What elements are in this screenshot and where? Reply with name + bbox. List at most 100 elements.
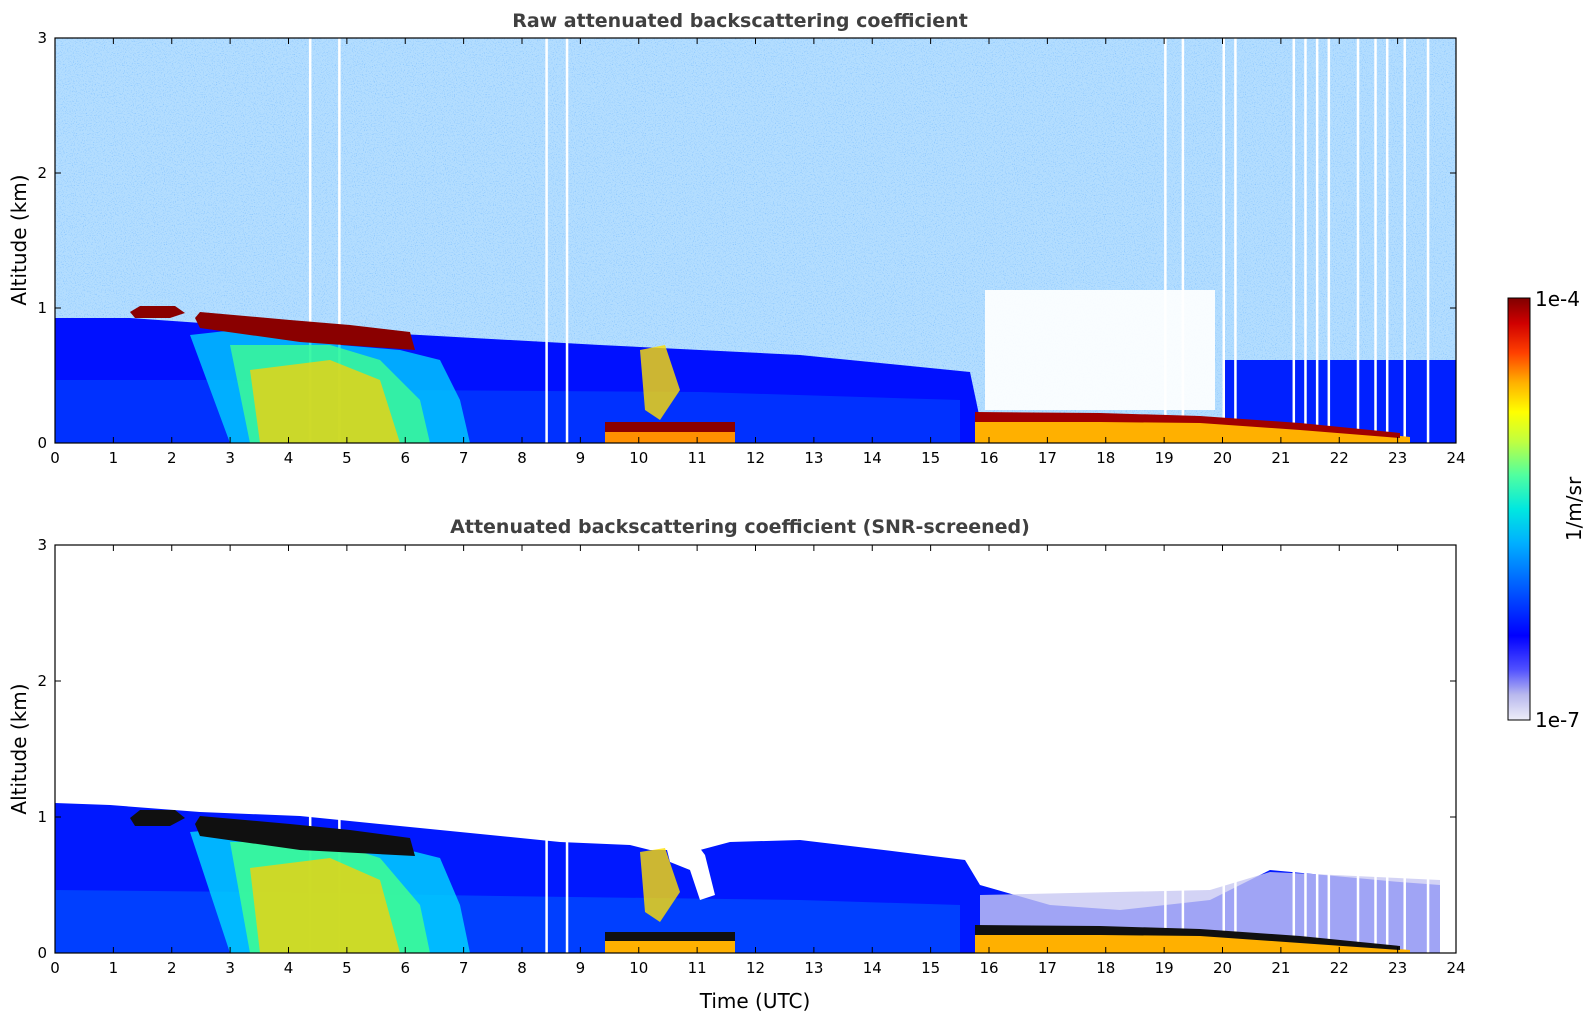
data-gap-stripe bbox=[1315, 38, 1319, 443]
x-axis-label: Time (UTC) bbox=[699, 989, 811, 1013]
x-tick-label: 19 bbox=[1155, 449, 1174, 467]
data-gap-stripe bbox=[1374, 38, 1377, 443]
y-axis-ticks-screened: 0 1 2 3 bbox=[37, 536, 1456, 962]
y-tick-label: 0 bbox=[37, 944, 47, 962]
data-gap-stripe bbox=[308, 545, 312, 953]
x-tick-label: 14 bbox=[863, 959, 882, 977]
x-tick-label: 21 bbox=[1271, 959, 1290, 977]
x-axis-ticks-screened: 0 1 2 3 4 5 6 7 8 9 10 11 12 13 14 15 16 17 18 19 20 21 22 23 24 bbox=[50, 545, 1466, 977]
x-tick-label: 2 bbox=[167, 959, 177, 977]
y-tick-label: 1 bbox=[37, 808, 47, 826]
colorbar-unit-label: 1/m/sr bbox=[1562, 476, 1586, 541]
x-tick-label: 15 bbox=[921, 959, 940, 977]
data-gap-stripe bbox=[1234, 38, 1237, 443]
data-gap-stripe bbox=[1181, 545, 1185, 953]
x-tick-label: 23 bbox=[1388, 449, 1407, 467]
x-tick-label: 0 bbox=[50, 449, 60, 467]
x-tick-label: 4 bbox=[284, 959, 294, 977]
x-tick-label: 22 bbox=[1330, 959, 1349, 977]
x-tick-label: 16 bbox=[979, 449, 998, 467]
data-gap-stripe bbox=[1292, 38, 1296, 443]
x-tick-label: 18 bbox=[1096, 449, 1115, 467]
data-gap-stripe bbox=[338, 38, 341, 443]
data-gap-stripe bbox=[1181, 38, 1185, 443]
x-tick-label: 22 bbox=[1330, 449, 1349, 467]
x-tick-label: 10 bbox=[629, 449, 648, 467]
x-tick-label: 13 bbox=[804, 959, 823, 977]
data-gap-stripe bbox=[1426, 545, 1430, 953]
x-tick-label: 24 bbox=[1446, 449, 1465, 467]
x-tick-label: 17 bbox=[1038, 959, 1057, 977]
data-gap-stripe bbox=[308, 38, 312, 443]
data-gap-stripe bbox=[1292, 545, 1296, 953]
x-tick-label: 13 bbox=[804, 449, 823, 467]
x-tick-label: 21 bbox=[1271, 449, 1290, 467]
y-tick-label: 3 bbox=[37, 29, 47, 47]
y-tick-label: 3 bbox=[37, 536, 47, 554]
x-tick-label: 0 bbox=[50, 959, 60, 977]
x-tick-label: 6 bbox=[400, 959, 410, 977]
data-gap-stripe bbox=[1222, 545, 1225, 953]
panel-title-screened: Attenuated backscattering coefficient (S… bbox=[450, 516, 1030, 538]
data-gap-stripe bbox=[565, 545, 569, 953]
y-tick-label: 0 bbox=[37, 434, 47, 452]
x-tick-label: 3 bbox=[225, 449, 235, 467]
data-gap-stripe bbox=[1304, 38, 1307, 443]
y-axis-label-raw: Altitude (km) bbox=[7, 174, 31, 305]
data-gap-stripe bbox=[1234, 545, 1237, 953]
data-gap-stripe bbox=[1164, 545, 1167, 953]
data-gap-stripe bbox=[1403, 38, 1406, 443]
x-tick-label: 8 bbox=[517, 959, 527, 977]
y-tick-label: 2 bbox=[37, 672, 47, 690]
colorbar: 1e-4 1e-7 1/m/sr bbox=[1507, 287, 1586, 732]
x-tick-label: 20 bbox=[1213, 959, 1232, 977]
x-tick-label: 9 bbox=[576, 959, 586, 977]
data-gap-stripe bbox=[1315, 545, 1319, 953]
x-tick-label: 12 bbox=[746, 959, 765, 977]
x-tick-label: 6 bbox=[400, 449, 410, 467]
x-tick-label: 9 bbox=[576, 449, 586, 467]
x-tick-label: 16 bbox=[979, 959, 998, 977]
panel-screened: Attenuated backscattering coefficient (S… bbox=[7, 516, 1466, 1013]
x-tick-label: 23 bbox=[1388, 959, 1407, 977]
x-tick-label: 5 bbox=[342, 449, 352, 467]
data-gap-stripe bbox=[1327, 545, 1331, 953]
x-tick-label: 7 bbox=[459, 449, 469, 467]
x-tick-label: 1 bbox=[109, 959, 119, 977]
colorbar-min-label: 1e-7 bbox=[1535, 708, 1580, 732]
y-axis-label-screened: Altitude (km) bbox=[7, 683, 31, 814]
x-tick-label: 20 bbox=[1213, 449, 1232, 467]
data-gap-stripe bbox=[1164, 38, 1167, 443]
x-tick-label: 11 bbox=[688, 449, 707, 467]
data-gap-stripe bbox=[545, 38, 548, 443]
panel-raw: Raw attenuated backscattering coefficien… bbox=[7, 10, 1466, 467]
y-axis-ticks-raw: 0 1 2 3 bbox=[37, 29, 1456, 452]
x-tick-label: 14 bbox=[863, 449, 882, 467]
y-tick-label: 1 bbox=[37, 299, 47, 317]
x-axis-ticks-raw: 0 1 2 3 4 5 6 7 8 9 10 11 12 13 14 15 16 17 18 19 20 21 22 23 24 bbox=[50, 38, 1466, 467]
data-gap-stripe bbox=[1356, 545, 1360, 953]
data-gap-stripe bbox=[1327, 38, 1331, 443]
heatmap-screened bbox=[55, 545, 1440, 953]
x-tick-label: 7 bbox=[459, 959, 469, 977]
data-gap-stripe bbox=[1304, 545, 1307, 953]
x-tick-label: 3 bbox=[225, 959, 235, 977]
data-gap-stripe bbox=[1222, 38, 1225, 443]
x-tick-label: 17 bbox=[1038, 449, 1057, 467]
x-tick-label: 4 bbox=[284, 449, 294, 467]
heatmap-raw bbox=[55, 38, 1456, 443]
x-tick-label: 1 bbox=[109, 449, 119, 467]
x-tick-label: 11 bbox=[688, 959, 707, 977]
x-tick-label: 12 bbox=[746, 449, 765, 467]
x-tick-label: 8 bbox=[517, 449, 527, 467]
x-tick-label: 10 bbox=[629, 959, 648, 977]
x-tick-label: 18 bbox=[1096, 959, 1115, 977]
panel-title-raw: Raw attenuated backscattering coefficien… bbox=[512, 10, 968, 32]
x-tick-label: 15 bbox=[921, 449, 940, 467]
data-gap-stripe bbox=[1385, 545, 1389, 953]
data-gap-stripe bbox=[545, 545, 548, 953]
x-tick-label: 19 bbox=[1155, 959, 1174, 977]
x-tick-label: 24 bbox=[1446, 959, 1465, 977]
colorbar-gradient bbox=[1507, 297, 1531, 721]
